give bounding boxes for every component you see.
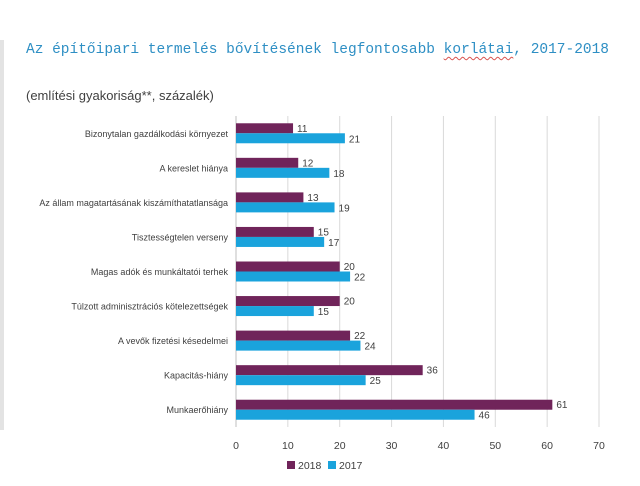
legend-swatch-2018 [287, 461, 295, 469]
bar-2017 [236, 409, 475, 420]
value-label-2017: 19 [339, 203, 351, 214]
x-tick-label: 50 [489, 440, 501, 452]
x-axis-ticks: 0 10 20 30 40 50 60 70 [233, 440, 605, 452]
value-label-2017: 17 [328, 238, 340, 249]
value-label-2018: 13 [307, 193, 319, 204]
bar-2017 [236, 202, 335, 213]
legend: 2018 2017 [287, 460, 363, 472]
category-label: Magas adók és munkáltatói terhek [91, 267, 229, 277]
legend-label-2018: 2018 [298, 460, 322, 472]
bar-2018 [236, 226, 314, 237]
title-text-2: korlátai [443, 42, 514, 58]
value-label-2017: 21 [349, 134, 361, 145]
left-rule [0, 40, 4, 430]
category-label: Túlzott adminisztrációs kötelezettségek [71, 302, 228, 312]
bar-2017 [236, 133, 345, 144]
x-tick-label: 60 [541, 440, 553, 452]
bar-2018 [236, 296, 340, 307]
category-label: Kapacitás-hiány [164, 371, 229, 381]
bar-2017 [236, 306, 314, 317]
x-tick-label: 20 [334, 440, 346, 452]
bar-2017 [236, 236, 325, 247]
bar-2018 [236, 157, 299, 168]
value-label-2018: 12 [302, 158, 314, 169]
bar-2018 [236, 123, 294, 134]
value-label-2017: 18 [333, 169, 345, 180]
value-label-2017: 22 [354, 273, 366, 284]
legend-swatch-2017 [328, 461, 336, 469]
value-label-2018: 61 [556, 400, 568, 411]
bar-2017 [236, 340, 361, 351]
value-label-2018: 20 [344, 262, 356, 273]
title-text-3: , 2017-2018 [513, 42, 610, 58]
x-tick-label: 70 [593, 440, 605, 452]
legend-label-2017: 2017 [339, 460, 363, 472]
bar-2017 [236, 375, 366, 386]
category-label: Munkaerőhiány [166, 405, 228, 415]
chart-title: Az építőipari termelés bővítésének legfo… [26, 40, 638, 61]
category-label: Tisztességtelen verseny [132, 232, 229, 242]
value-label-2018: 36 [427, 366, 439, 377]
category-label: A kereslet hiánya [159, 163, 228, 173]
category-label: Az állam magatartásának kiszámíthatatlan… [39, 198, 228, 208]
bar-2017 [236, 167, 330, 178]
value-label-2018: 15 [318, 227, 330, 238]
title-text-1: Az építőipari termelés bővítésének legfo… [26, 42, 444, 58]
category-label: A vevők fizetési késedelmei [118, 336, 228, 346]
value-label-2017: 24 [364, 342, 376, 353]
bar-2018 [236, 399, 553, 410]
value-label-2017: 25 [370, 376, 382, 387]
x-tick-label: 0 [233, 440, 239, 452]
category-label: Bizonytalan gazdálkodási környezet [85, 129, 229, 139]
value-label-2017: 15 [318, 307, 330, 318]
value-label-2018: 22 [354, 331, 366, 342]
value-label-2018: 11 [297, 124, 308, 135]
value-label-2018: 20 [344, 297, 356, 308]
bar-2018 [236, 330, 351, 341]
category-labels: Bizonytalan gazdálkodási környezet A kere… [39, 129, 228, 415]
x-tick-label: 40 [438, 440, 450, 452]
chart-subtitle: (említési gyakoriság**, százalék) [26, 88, 214, 103]
x-tick-label: 10 [282, 440, 294, 452]
bar-2017 [236, 271, 351, 282]
bar-2018 [236, 192, 304, 203]
bar-2018 [236, 365, 423, 376]
bars [236, 123, 553, 420]
x-tick-label: 30 [386, 440, 398, 452]
value-label-2017: 46 [479, 411, 491, 422]
bar-2018 [236, 261, 340, 272]
